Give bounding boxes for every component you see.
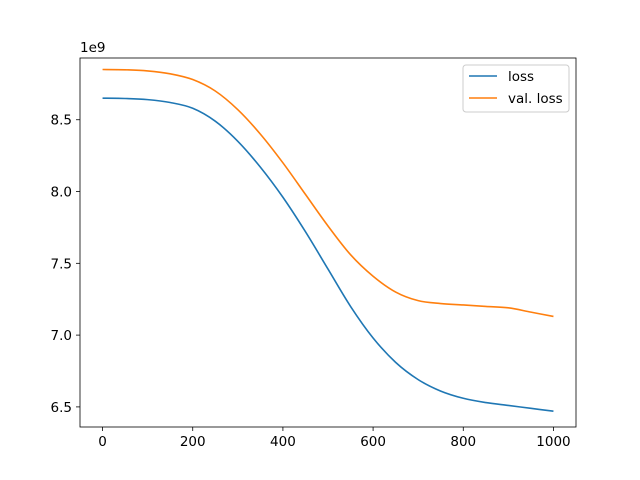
y-offset-text: 1e9 [80, 40, 105, 56]
y-tick-label: 8.0 [51, 185, 72, 201]
legend: loss val. loss [462, 64, 570, 113]
x-tick-label: 0 [98, 434, 107, 450]
x-tick-label: 200 [180, 434, 206, 450]
y-tick-label: 7.0 [51, 328, 72, 344]
series-line-0 [102, 97, 554, 413]
legend-label-0: loss [508, 69, 534, 85]
x-tick-label: 400 [270, 434, 296, 450]
x-axis: 0 200 400 600 800 1000 [98, 427, 571, 450]
y-tick-label: 6.5 [51, 400, 72, 416]
series-layer [102, 68, 554, 413]
y-axis: 6.5 7.0 7.5 8.0 8.5 [51, 113, 80, 416]
plot-area [80, 58, 576, 427]
series-line-1 [102, 68, 554, 318]
plot-frame [79, 57, 577, 428]
legend-label-1: val. loss [508, 91, 563, 107]
x-tick-label: 1000 [536, 434, 570, 450]
y-tick-label: 7.5 [51, 256, 72, 272]
y-tick-label: 8.5 [51, 113, 72, 129]
x-tick-label: 600 [360, 434, 386, 450]
x-tick-label: 800 [450, 434, 476, 450]
